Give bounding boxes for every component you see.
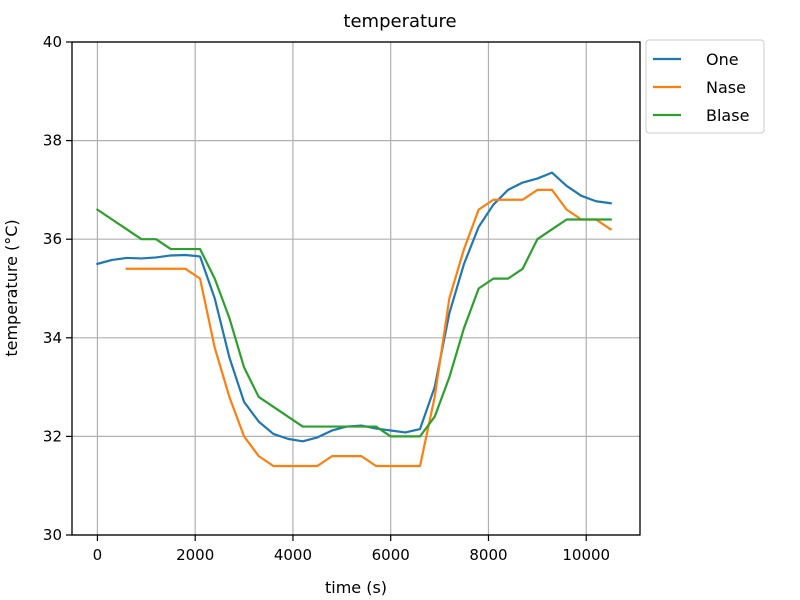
series-line-nase <box>125 188 613 468</box>
legend-label-one: One <box>706 50 739 69</box>
chart-title: temperature <box>343 11 456 32</box>
y-tick-label: 34 <box>43 329 62 347</box>
plot-frame <box>71 41 641 536</box>
series-line-blase <box>95 208 612 438</box>
y-tick-label: 38 <box>43 132 62 150</box>
y-tick-label: 32 <box>43 427 62 445</box>
x-tick-label: 2000 <box>176 546 214 564</box>
y-tick-label: 40 <box>43 33 62 51</box>
legend-box <box>645 39 765 134</box>
y-tick-label: 30 <box>43 526 62 544</box>
series-lines <box>95 171 613 468</box>
legend-label-nase: Nase <box>706 78 746 97</box>
series-line-one <box>96 171 612 443</box>
x-tick-label: 8000 <box>469 546 507 564</box>
x-tick-label: 0 <box>93 546 103 564</box>
y-axis-label: temperature (°C) <box>2 219 21 356</box>
legend-label-blase: Blase <box>706 106 749 125</box>
x-tick-label: 4000 <box>274 546 312 564</box>
x-axis-label: time (s) <box>325 578 387 597</box>
x-tick-label: 6000 <box>372 546 410 564</box>
grid <box>72 41 640 536</box>
legend: One Nase Blase <box>645 39 765 134</box>
x-tick-label: 10000 <box>562 546 610 564</box>
axis-ticks: 0 2000 4000 6000 8000 10000 30 32 34 36 38 40 <box>43 33 610 564</box>
y-tick-label: 36 <box>43 230 62 248</box>
